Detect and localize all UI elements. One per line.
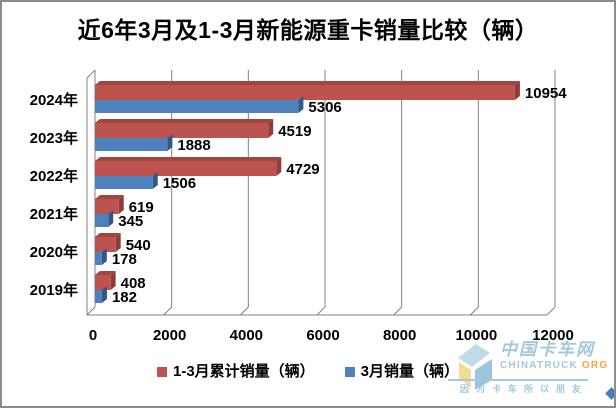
gridline-foot bbox=[469, 306, 479, 316]
value-label-cumulative: 4729 bbox=[286, 161, 319, 178]
bar-cumulative-side-face bbox=[276, 157, 282, 176]
bar-march bbox=[95, 100, 299, 113]
value-label-march: 1506 bbox=[163, 175, 196, 192]
category-label: 2019年 bbox=[30, 281, 78, 299]
chinatruck-logo-icon bbox=[458, 344, 492, 390]
value-label-march: 345 bbox=[118, 213, 143, 230]
watermark-underline bbox=[448, 379, 588, 381]
category-label: 2023年 bbox=[30, 129, 78, 147]
value-label-march: 5306 bbox=[308, 99, 341, 116]
x-tick-label: 10000 bbox=[455, 327, 497, 344]
bar-cumulative-top-face bbox=[95, 233, 121, 237]
x-tick-label: 12000 bbox=[532, 327, 574, 344]
bar-cumulative-top-face bbox=[95, 119, 274, 123]
watermark-domain: CHINATRUCK bbox=[500, 360, 578, 371]
gridline-foot bbox=[546, 306, 556, 316]
bar-cumulative-top-face bbox=[95, 81, 520, 85]
bar-cumulative bbox=[95, 199, 119, 214]
logo-left-face bbox=[459, 362, 471, 388]
logo-right-face bbox=[475, 359, 492, 390]
bar-march bbox=[95, 214, 109, 227]
legend-item-cumulative: 1-3月累计销量（辆） bbox=[156, 363, 315, 381]
watermark: 中国卡车网 CHINATRUCK ORG 因为卡车所以朋友 bbox=[446, 336, 610, 402]
bar-cumulative-top-face bbox=[95, 195, 124, 199]
bar-march-side-face bbox=[152, 172, 158, 189]
bar-cumulative-side-face bbox=[514, 81, 520, 100]
gridline-foot bbox=[86, 306, 96, 316]
bar-cumulative-top-face bbox=[95, 271, 116, 275]
bar-cumulative-top-face bbox=[95, 157, 282, 161]
value-label-march: 178 bbox=[112, 251, 137, 268]
x-tick-label: 2000 bbox=[153, 327, 186, 344]
bar-cumulative bbox=[95, 237, 116, 252]
bar-cumulative bbox=[95, 275, 111, 290]
logo-top-flap bbox=[458, 344, 490, 367]
legend-label-march: 3月销量（辆） bbox=[360, 363, 460, 380]
bar-march bbox=[95, 176, 153, 189]
bar-cumulative bbox=[95, 123, 269, 138]
bar-cumulative-side-face bbox=[115, 233, 121, 252]
legend-item-march: 3月销量（辆） bbox=[344, 363, 460, 381]
value-label-cumulative: 408 bbox=[121, 275, 146, 292]
watermark-slogan: 因为卡车所以朋友 bbox=[460, 384, 589, 394]
bar-march-side-face bbox=[101, 248, 107, 265]
bar-march bbox=[95, 290, 102, 303]
legend-swatch-march bbox=[344, 367, 355, 377]
bar-cumulative-side-face bbox=[268, 119, 274, 138]
legend-swatch-cumulative bbox=[156, 367, 167, 377]
legend-label-cumulative: 1-3月累计销量（辆） bbox=[172, 363, 315, 380]
value-label-cumulative: 10954 bbox=[525, 85, 567, 102]
value-label-cumulative: 619 bbox=[129, 199, 154, 216]
category-label: 2021年 bbox=[30, 205, 78, 223]
gridline-foot bbox=[393, 306, 403, 316]
x-tick-label: 8000 bbox=[383, 327, 416, 344]
x-tick-label: 6000 bbox=[306, 327, 339, 344]
value-label-march: 182 bbox=[112, 289, 137, 306]
legend: 1-3月累计销量（辆） 3月销量（辆） bbox=[2, 362, 614, 382]
category-label: 2022年 bbox=[30, 167, 78, 185]
category-label: 2024年 bbox=[30, 91, 78, 109]
watermark-tld: ORG bbox=[581, 360, 609, 371]
watermark-cn-text: 中国卡车网 bbox=[500, 340, 595, 359]
value-label-cumulative: 4519 bbox=[278, 123, 311, 140]
wall-top-edge bbox=[86, 69, 96, 79]
bar-cumulative bbox=[95, 161, 277, 176]
bar-cumulative-side-face bbox=[110, 271, 116, 290]
category-label: 2020年 bbox=[30, 243, 78, 261]
chart-title: 近6年3月及1-3月新能源重卡销量比较（辆） bbox=[77, 17, 539, 43]
gridline-foot bbox=[239, 306, 249, 316]
x-tick-label: 0 bbox=[89, 327, 97, 344]
bar-march-side-face bbox=[167, 134, 173, 151]
gridline-foot bbox=[163, 306, 173, 316]
bar-cumulative-side-face bbox=[118, 195, 124, 214]
bar-march-side-face bbox=[101, 286, 107, 303]
x-tick-label: 4000 bbox=[230, 327, 263, 344]
bar-march-side-face bbox=[298, 96, 304, 113]
value-label-march: 1888 bbox=[177, 137, 210, 154]
bar-march bbox=[95, 138, 168, 151]
bar-cumulative bbox=[95, 85, 515, 100]
bar-march bbox=[95, 252, 102, 265]
bar-march-side-face bbox=[108, 210, 114, 227]
watermark-text: 中国卡车网 CHINATRUCK ORG bbox=[500, 340, 608, 372]
watermark-en-text: CHINATRUCK ORG bbox=[500, 360, 608, 372]
gridline-foot bbox=[316, 306, 326, 316]
value-label-cumulative: 540 bbox=[126, 237, 151, 254]
